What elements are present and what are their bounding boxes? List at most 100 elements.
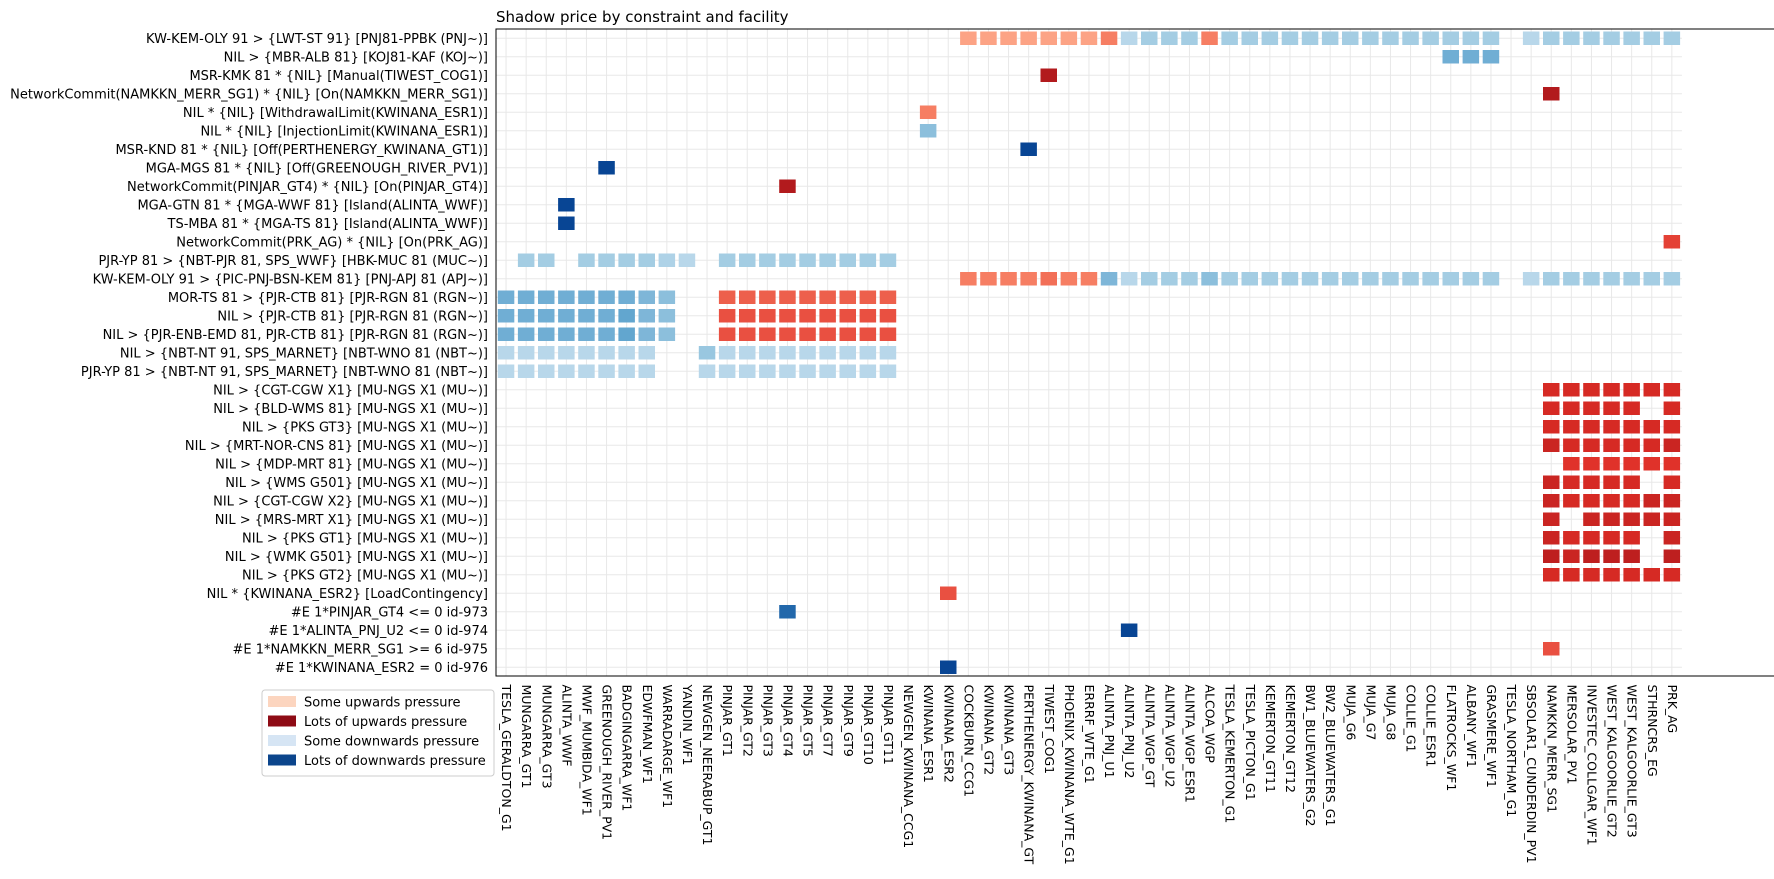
heatmap-cell	[1301, 272, 1319, 286]
heatmap-cell	[980, 31, 997, 45]
heatmap-cell	[1482, 50, 1500, 64]
heatmap-cell	[1522, 31, 1540, 45]
heatmap-cell	[759, 327, 776, 341]
column-labels: TESLA_GERALDTON_G1 MUNGARRA_GT1 MUNGARRA_G…	[499, 684, 1680, 865]
heatmap-cell	[1543, 531, 1560, 545]
heatmap-cell	[517, 364, 535, 378]
row-label: MSR-KMK 81 * {NIL} [Manual(TIWEST_COG1)]	[189, 69, 488, 84]
row-label: NIL > {CGT-CGW X1} [MU-NGS X1 (MU~)]	[213, 383, 488, 398]
heatmap-cell	[558, 309, 575, 323]
heatmap-cell	[598, 364, 615, 378]
heatmap-cell	[638, 253, 655, 267]
heatmap-cell	[1663, 235, 1681, 249]
heatmap-cell	[1020, 142, 1037, 156]
heatmap-cell	[1342, 272, 1359, 286]
heatmap-cell	[1100, 31, 1118, 45]
column-label: KEMERTON_GT11	[1263, 685, 1278, 793]
column-label: BW2_BLUEWATERS_G1	[1323, 685, 1338, 827]
heatmap-cell	[558, 327, 575, 341]
heatmap-cell	[1382, 272, 1399, 286]
heatmap-cell	[879, 290, 897, 304]
heatmap-cell	[779, 346, 796, 360]
heatmap-cell	[1543, 383, 1560, 397]
heatmap-cell	[1623, 31, 1640, 45]
heatmap-cell	[538, 364, 555, 378]
column-label: WEST_KALGOORLIE_GT2	[1605, 685, 1620, 838]
row-label: #E 1*KWINANA_ESR2 = 0 id-976	[275, 661, 488, 676]
heatmap-cell	[1663, 272, 1681, 286]
row-label: TS-MBA 81 * {MGA-TS 81} [Island(ALINTA_W…	[167, 217, 488, 232]
heatmap-cell	[698, 346, 716, 360]
row-label: NIL > {WMS G501} [MU-NGS X1 (MU~)]	[225, 476, 488, 491]
heatmap-cell	[759, 346, 776, 360]
heatmap-cell	[658, 290, 676, 304]
heatmap-cell	[517, 290, 535, 304]
heatmap-cell	[839, 253, 856, 267]
column-label: KEMERTON_GT12	[1283, 685, 1298, 793]
legend-swatch	[268, 754, 296, 766]
heatmap-cell	[759, 309, 776, 323]
row-label: PJR-YP 81 > {NBT-PJR 81, SPS_WWF} [HBK-M…	[98, 254, 488, 269]
heatmap-cell	[658, 253, 676, 267]
heatmap-cell	[578, 290, 595, 304]
heatmap-cell	[1543, 512, 1560, 526]
legend-swatch	[268, 715, 296, 727]
heatmap-cell	[1663, 401, 1681, 415]
column-label: MUJA_G7	[1363, 685, 1378, 741]
legend: Some upwards pressure Lots of upwards pre…	[261, 689, 495, 777]
heatmap-cell	[718, 364, 736, 378]
heatmap-cell	[1583, 272, 1600, 286]
plot-frame	[495, 28, 1774, 677]
heatmap-cell	[1623, 457, 1640, 471]
heatmap-cell	[1563, 420, 1580, 434]
chart-title: Shadow price by constraint and facility	[496, 8, 789, 26]
heatmap-cell	[980, 272, 997, 286]
row-label: NIL > {BLD-WMS 81} [MU-NGS X1 (MU~)]	[213, 402, 488, 417]
heatmap-cell	[598, 309, 615, 323]
heatmap-cell	[1623, 475, 1640, 489]
heatmap-cell	[739, 253, 756, 267]
heatmap-cell	[1663, 512, 1681, 526]
row-label: NIL > {PKS GT2} [MU-NGS X1 (MU~)]	[242, 568, 488, 583]
column-label: MUJA_G8	[1383, 685, 1398, 741]
heatmap-cell	[1040, 68, 1057, 82]
row-label: NIL > {PJR-CTB 81} [PJR-RGN 81 (RGN~)]	[217, 309, 488, 324]
row-label: NIL > {MRS-MRT X1} [MU-NGS X1 (MU~)]	[215, 513, 488, 528]
column-label: NEWGEN_NEERABUP_GT1	[700, 685, 715, 846]
heatmap-cell	[779, 364, 796, 378]
heatmap-cell	[1000, 272, 1017, 286]
grid-lines	[496, 29, 1682, 677]
heatmap-cell	[638, 309, 655, 323]
heatmap-cell	[1261, 272, 1279, 286]
heatmap-cell	[638, 346, 655, 360]
row-label: NIL > {PJR-ENB-EMD 81, PJR-CTB 81} [PJR-…	[103, 328, 488, 343]
row-label: NetworkCommit(NAMKKN_MERR_SG1) * {NIL} […	[10, 87, 488, 102]
column-label: EDWFMAN_WF1	[640, 685, 655, 785]
heatmap-cell	[1583, 420, 1600, 434]
heatmap-cell	[1643, 457, 1660, 471]
heatmap-cell	[1442, 31, 1459, 45]
heatmap-cell	[1583, 457, 1600, 471]
heatmap-cell	[598, 346, 615, 360]
row-label: #E 1*ALINTA_PNJ_U2 <= 0 id-974	[268, 624, 488, 639]
heatmap-cell	[940, 660, 957, 674]
heatmap-cell	[1040, 31, 1057, 45]
column-label: PINJAR_GT1	[720, 685, 735, 757]
column-label: PHOENIX_KWINANA_WTE_G1	[1062, 685, 1077, 865]
heatmap-cell	[1321, 272, 1339, 286]
heatmap-cell	[538, 309, 555, 323]
heatmap-cell	[1563, 568, 1580, 582]
legend-label: Lots of upwards pressure	[304, 715, 467, 730]
heatmap-cell	[1563, 383, 1580, 397]
heatmap-cell	[1422, 31, 1439, 45]
row-label: NetworkCommit(PRK_AG) * {NIL} [On(PRK_AG…	[176, 235, 488, 250]
heatmap-cell	[859, 253, 877, 267]
column-label: COCKBURN_CCG1	[961, 685, 976, 798]
heatmap-cell	[1543, 272, 1560, 286]
heatmap-cell	[1462, 272, 1480, 286]
heatmap-cell	[779, 253, 796, 267]
column-label: PINJAR_GT5	[801, 685, 816, 757]
heatmap-cell	[618, 253, 635, 267]
heatmap-cell	[799, 309, 816, 323]
heatmap-cell	[1623, 531, 1640, 545]
